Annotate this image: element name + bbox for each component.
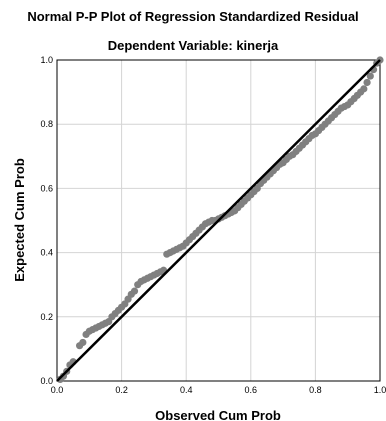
chart-subtitle: Dependent Variable: kinerja — [107, 38, 279, 53]
x-tick-label: 0.2 — [115, 385, 128, 395]
x-tick-label: 0.4 — [180, 385, 193, 395]
x-tick-label: 1.0 — [374, 385, 386, 395]
data-point — [366, 72, 374, 80]
reference-line — [56, 59, 381, 382]
diagonal-reference-line — [56, 59, 381, 382]
y-tick-label: 0.2 — [40, 312, 53, 322]
x-tick-label: 0.0 — [51, 385, 64, 395]
data-point — [363, 78, 371, 87]
y-tick-label: 1.0 — [40, 55, 53, 65]
x-tick-labels: 0.0 0.2 0.4 0.6 0.8 1.0 — [51, 385, 386, 395]
x-axis-label: Observed Cum Prob — [155, 408, 281, 421]
chart-title: Normal P-P Plot of Regression Standardiz… — [27, 9, 359, 24]
y-tick-label: 0.8 — [40, 119, 53, 129]
y-axis-label: Expected Cum Prob — [12, 158, 27, 282]
y-tick-labels: 0.0 0.2 0.4 0.6 0.8 1.0 — [40, 55, 53, 386]
data-point — [79, 338, 87, 347]
plot-area-border — [56, 59, 381, 382]
y-tick-label: 0.0 — [40, 376, 53, 386]
x-tick-label: 0.8 — [309, 385, 322, 395]
x-tick-label: 0.6 — [245, 385, 258, 395]
y-tick-label: 0.6 — [40, 183, 53, 193]
y-tick-label: 0.4 — [40, 248, 53, 258]
data-point — [130, 287, 139, 295]
plot-frame — [56, 59, 381, 382]
data-point — [360, 85, 368, 93]
